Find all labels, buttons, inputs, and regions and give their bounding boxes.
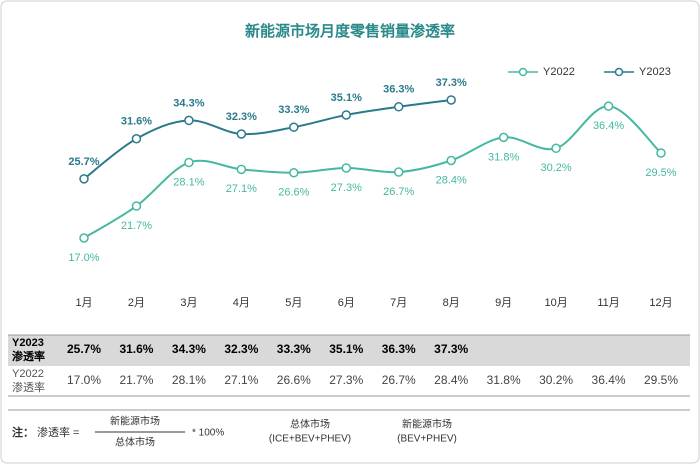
point — [131, 201, 142, 211]
note-lhs: 渗透率 = — [37, 425, 79, 439]
legend-label: Y2022 — [543, 66, 575, 78]
data-label: 21.7% — [121, 220, 152, 232]
table-cell: 26.6% — [277, 373, 311, 387]
x-tick-label: 8月 — [443, 297, 460, 309]
x-tick-label: 12月 — [649, 297, 672, 309]
x-tick-label: 5月 — [285, 297, 302, 309]
table-cell: 30.2% — [539, 373, 573, 387]
point — [498, 132, 509, 143]
table-cell: 17.0% — [67, 373, 101, 387]
data-label: 28.1% — [173, 176, 204, 188]
x-tick-label: 4月 — [233, 297, 250, 309]
point — [289, 122, 299, 132]
data-label: 35.1% — [331, 92, 362, 104]
x-tick-label: 3月 — [180, 297, 197, 309]
point — [131, 133, 142, 144]
data-label: 31.8% — [488, 151, 519, 163]
x-tick-label: 9月 — [495, 297, 512, 309]
table-cell: 25.7% — [67, 342, 101, 356]
data-label: 36.4% — [593, 120, 624, 132]
point — [236, 164, 247, 175]
note-numerator: 新能源市场 — [110, 415, 160, 428]
data-label: 28.4% — [436, 174, 467, 186]
table-cell: 21.7% — [119, 373, 153, 387]
point — [79, 233, 89, 243]
data-label: 30.2% — [540, 162, 571, 174]
point — [446, 155, 456, 166]
point — [446, 95, 456, 105]
x-tick-label: 1月 — [75, 297, 92, 309]
table-cell: 29.5% — [644, 373, 678, 387]
note-denominator: 总体市场 — [115, 436, 155, 449]
point — [393, 102, 404, 112]
note-multiplier: * 100% — [192, 428, 224, 439]
point — [656, 148, 666, 158]
data-label: 32.3% — [226, 111, 257, 123]
data-label: 36.3% — [383, 84, 414, 96]
table-cell: 28.1% — [172, 373, 206, 387]
table-row-bg — [8, 335, 690, 366]
point — [184, 157, 194, 168]
table-cell: 33.3% — [277, 342, 311, 356]
point — [289, 167, 299, 178]
data-label: 31.6% — [121, 116, 152, 128]
data-label: 33.3% — [278, 104, 309, 116]
table-cell: 27.1% — [224, 373, 258, 387]
data-label: 26.7% — [383, 186, 414, 198]
table-cell: 27.3% — [329, 373, 363, 387]
definition-formula: (ICE+BEV+PHEV) — [269, 434, 351, 445]
definition-formula: (BEV+PHEV) — [397, 434, 457, 445]
table-cell: 36.4% — [592, 373, 626, 387]
point — [184, 115, 194, 126]
table-cell: 32.3% — [224, 342, 258, 356]
data-label: 34.3% — [173, 97, 204, 109]
point — [341, 110, 352, 120]
chart-title: 新能源市场月度零售销量渗透率 — [245, 22, 455, 40]
row-header: 渗透率 — [12, 349, 45, 363]
data-label: 27.3% — [331, 182, 362, 194]
point — [551, 143, 561, 154]
table-cell: 35.1% — [329, 342, 363, 356]
data-label: 26.6% — [278, 187, 309, 199]
row-header: Y2022 — [12, 368, 44, 380]
table-cell: 26.7% — [382, 373, 416, 387]
table-cell: 36.3% — [382, 342, 416, 356]
legend-marker — [614, 67, 624, 77]
x-tick-label: 10月 — [544, 297, 567, 309]
data-label: 27.1% — [226, 183, 257, 195]
table-cell: 37.3% — [434, 342, 468, 356]
point — [79, 174, 89, 184]
point — [393, 167, 404, 177]
x-tick-label: 6月 — [338, 297, 355, 309]
point — [603, 101, 614, 111]
definition-name: 新能源市场 — [402, 418, 452, 431]
x-tick-label: 11月 — [597, 297, 619, 309]
table-cell: 31.6% — [119, 342, 153, 356]
definition-name: 总体市场 — [290, 418, 330, 431]
legend-marker — [518, 67, 528, 77]
note-prefix: 注： — [12, 425, 34, 439]
data-label: 25.7% — [68, 156, 99, 168]
legend-label: Y2023 — [639, 66, 671, 78]
data-label: 17.0% — [68, 252, 99, 264]
row-header: 渗透率 — [12, 380, 45, 394]
data-label: 29.5% — [645, 167, 676, 179]
table-cell: 34.3% — [172, 342, 206, 356]
series-line — [83, 105, 662, 239]
x-tick-label: 2月 — [128, 297, 145, 309]
table-cell: 31.8% — [487, 373, 521, 387]
data-label: 37.3% — [436, 77, 467, 89]
point — [236, 129, 247, 139]
row-header: Y2023 — [12, 337, 44, 349]
point — [341, 163, 352, 173]
x-tick-label: 7月 — [390, 297, 407, 309]
table-cell: 28.4% — [434, 373, 468, 387]
